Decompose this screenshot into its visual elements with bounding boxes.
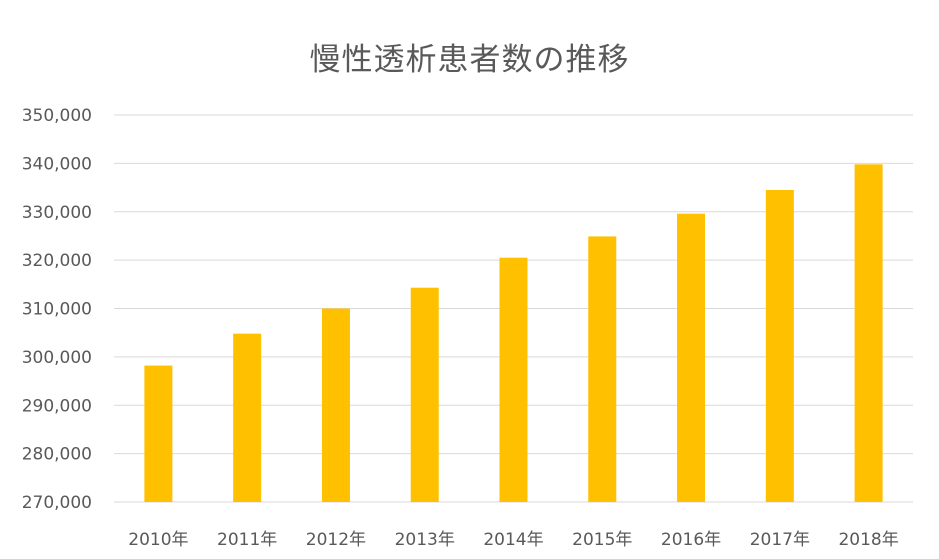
y-tick-label: 310,000 <box>22 300 92 320</box>
bar <box>233 333 262 502</box>
x-tick-label: 2011年 <box>217 530 277 550</box>
x-tick-label: 2017年 <box>750 530 810 550</box>
bar <box>321 308 350 502</box>
bar <box>499 257 528 502</box>
y-tick-label: 290,000 <box>22 396 92 416</box>
x-tick-label: 2016年 <box>661 530 721 550</box>
y-axis-ticks: 270,000 280,000 290,000 300,000 310,000 320,0… <box>22 106 92 513</box>
bar <box>854 164 883 502</box>
y-tick-label: 300,000 <box>22 348 92 368</box>
y-tick-label: 270,000 <box>22 493 92 513</box>
x-axis-ticks: 2010年 2011年 2012年 2013年 2014年 2015年 2016年 2017年… <box>128 530 898 550</box>
bar <box>588 236 617 502</box>
x-tick-label: 2018年 <box>838 530 898 550</box>
y-tick-label: 350,000 <box>22 106 92 126</box>
y-tick-label: 340,000 <box>22 154 92 174</box>
chart-title: 慢性透析患者数の推移 <box>309 42 630 78</box>
bar <box>765 189 794 502</box>
y-tick-label: 320,000 <box>22 251 92 271</box>
bar <box>144 365 173 502</box>
bars <box>144 164 883 502</box>
y-tick-label: 330,000 <box>22 203 92 223</box>
x-tick-label: 2015年 <box>572 530 632 550</box>
x-tick-label: 2014年 <box>483 530 543 550</box>
x-tick-label: 2012年 <box>306 530 366 550</box>
x-tick-label: 2010年 <box>128 530 188 550</box>
y-tick-label: 280,000 <box>22 445 92 465</box>
x-tick-label: 2013年 <box>395 530 455 550</box>
bar <box>677 213 706 502</box>
bar <box>410 287 439 502</box>
